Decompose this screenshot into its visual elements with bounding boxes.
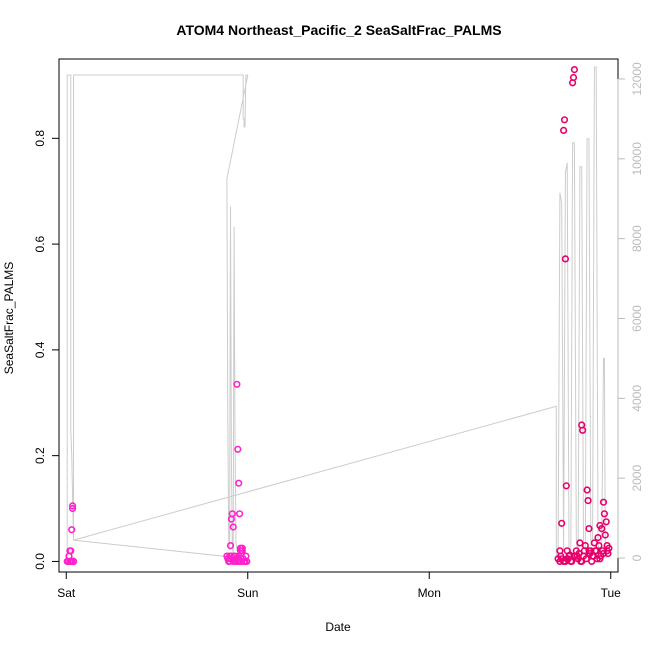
y2-tick-label: 6000 bbox=[630, 305, 644, 332]
y-axis: 0.0 0.2 0.4 0.6 0.8 bbox=[33, 130, 60, 570]
data-point bbox=[598, 524, 606, 533]
data-point bbox=[562, 482, 570, 490]
data-point bbox=[602, 518, 610, 526]
data-point bbox=[226, 541, 235, 550]
data-point bbox=[68, 504, 77, 513]
data-point bbox=[580, 547, 589, 555]
data-point bbox=[585, 524, 593, 533]
x-tick-label: Sat bbox=[57, 586, 76, 600]
data-point bbox=[68, 502, 77, 510]
data-point bbox=[229, 523, 237, 531]
data-point bbox=[233, 555, 241, 563]
y-axis-label: SeaSaltFrac_PALMS bbox=[2, 262, 16, 375]
chart-title: ATOM4 Northeast_Pacific_2 SeaSaltFrac_PA… bbox=[176, 22, 501, 38]
data-point bbox=[603, 547, 611, 555]
data-point bbox=[68, 526, 76, 534]
data-point bbox=[561, 255, 570, 263]
data-point bbox=[601, 531, 609, 539]
data-point bbox=[238, 544, 246, 552]
data-point bbox=[569, 73, 578, 82]
data-point bbox=[585, 547, 593, 555]
data-point bbox=[578, 557, 586, 566]
data-point bbox=[588, 552, 597, 560]
y2-tick-label: 0 bbox=[630, 554, 644, 561]
data-point bbox=[560, 116, 569, 124]
data-point bbox=[559, 126, 568, 134]
x-axis-label: Date bbox=[325, 620, 351, 634]
data-point bbox=[233, 380, 241, 388]
y-tick-label: 0.2 bbox=[33, 447, 47, 464]
secondary-series-line-0 bbox=[66, 66, 608, 559]
data-point bbox=[563, 555, 571, 563]
x-tick-label: Sun bbox=[237, 586, 258, 600]
y2-tick-label: 8000 bbox=[630, 225, 644, 252]
data-point bbox=[570, 552, 579, 560]
x-axis: Sat Sun Mon Tue bbox=[57, 571, 622, 600]
data-point bbox=[67, 547, 75, 555]
y2-tick-label: 4000 bbox=[630, 385, 644, 412]
data-point bbox=[578, 426, 587, 434]
data-point bbox=[595, 541, 603, 550]
y-tick-label: 0.4 bbox=[33, 341, 47, 358]
series-layer bbox=[63, 65, 613, 566]
data-point bbox=[234, 445, 242, 453]
y-tick-label: 0.0 bbox=[33, 553, 47, 570]
x-tick-label: Mon bbox=[418, 586, 441, 600]
plot-frame bbox=[58, 58, 619, 573]
y2-tick-label: 12000 bbox=[630, 62, 644, 96]
data-point bbox=[576, 539, 584, 547]
data-point bbox=[594, 533, 602, 542]
data-point bbox=[570, 65, 579, 74]
data-point bbox=[236, 510, 244, 518]
y2-tick-label: 2000 bbox=[630, 465, 644, 492]
data-point bbox=[584, 497, 592, 505]
y2-axis: 0 2000 4000 6000 8000 10000 12000 bbox=[617, 62, 644, 561]
data-point bbox=[228, 510, 236, 518]
data-point bbox=[583, 486, 591, 494]
y-tick-label: 0.6 bbox=[33, 235, 47, 252]
y-tick-label: 0.8 bbox=[33, 130, 47, 147]
data-point bbox=[68, 557, 76, 566]
x-tick-label: Tue bbox=[601, 586, 622, 600]
data-point bbox=[600, 510, 609, 518]
data-point bbox=[558, 519, 566, 527]
data-point bbox=[599, 498, 608, 506]
data-point bbox=[235, 479, 243, 487]
data-point bbox=[596, 555, 604, 563]
y2-tick-label: 10000 bbox=[630, 142, 644, 176]
